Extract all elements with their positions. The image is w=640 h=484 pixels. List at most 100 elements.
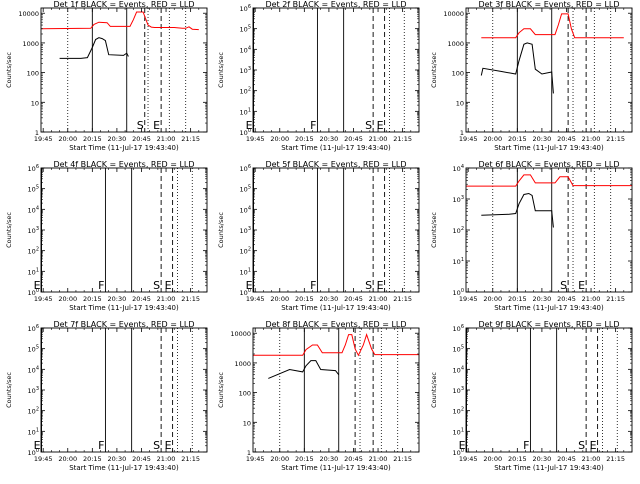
y-axis-label: Counts/sec xyxy=(5,372,13,408)
x-axis-label: Start Time (11-Jul-17 19:43:40) xyxy=(69,464,179,472)
x-tick-label: 21:00 xyxy=(582,135,601,143)
x-tick-label: 20:45 xyxy=(557,295,576,303)
x-axis-label: Start Time (11-Jul-17 19:43:40) xyxy=(494,144,604,152)
x-tick-label: 19:45 xyxy=(459,455,478,463)
x-tick-label: 20:00 xyxy=(483,455,502,463)
event-marker-label: S xyxy=(137,119,144,132)
series-line-events xyxy=(268,360,340,379)
x-tick-label: 20:00 xyxy=(58,455,77,463)
x-tick-label: 20:00 xyxy=(58,135,77,143)
event-marker-label: F xyxy=(98,279,104,292)
event-marker-label: E xyxy=(34,279,41,292)
y-tick-label: 100 xyxy=(240,128,251,137)
y-tick-label: 100 xyxy=(239,390,251,398)
x-tick-label: 21:00 xyxy=(157,135,176,143)
x-tick-label: 20:00 xyxy=(483,135,502,143)
y-tick-label: 1 xyxy=(247,449,251,457)
series-group xyxy=(480,13,624,94)
x-tick-label: 20:30 xyxy=(108,455,127,463)
event-marker-label: S xyxy=(365,119,372,132)
event-marker-label: S xyxy=(365,279,372,292)
y-tick-label: 100 xyxy=(453,448,464,457)
y-tick-label: 100 xyxy=(28,288,39,297)
y-tick-label: 105 xyxy=(240,185,251,194)
y-tick-label: 104 xyxy=(453,164,464,173)
y-tick-label: 102 xyxy=(28,247,39,256)
plot-frame xyxy=(252,167,420,293)
y-tick-label: 100 xyxy=(27,70,39,78)
y-tick-label: 100 xyxy=(28,448,39,457)
y-tick-label: 103 xyxy=(240,226,251,235)
chart-panel: Det 6f BLACK = Events, RED = LLD Counts/s… xyxy=(430,160,633,312)
x-tick-label: 20:15 xyxy=(295,295,314,303)
x-tick-label: 19:45 xyxy=(246,135,265,143)
event-marker-label: S xyxy=(153,279,160,292)
y-tick-label: 10000 xyxy=(18,10,39,18)
y-tick-label: 105 xyxy=(453,345,464,354)
x-tick-label: 20:30 xyxy=(108,135,127,143)
x-tick-label: 20:15 xyxy=(83,135,102,143)
series-line-lld xyxy=(41,11,199,31)
series-line-lld xyxy=(466,174,632,187)
y-tick-label: 1 xyxy=(460,129,464,137)
y-tick-label: 104 xyxy=(28,365,39,374)
event-marker-label: S xyxy=(153,439,160,452)
x-tick-label: 20:45 xyxy=(132,455,151,463)
event-marker-label: E xyxy=(459,439,466,452)
y-tick-label: 106 xyxy=(28,164,39,173)
x-tick-label: 20:45 xyxy=(132,135,151,143)
y-tick-label: 101 xyxy=(240,267,251,276)
series-line-events xyxy=(481,192,554,228)
y-tick-label: 101 xyxy=(240,107,251,116)
x-axis-label: Start Time (11-Jul-17 19:43:40) xyxy=(281,144,391,152)
series-line-lld xyxy=(253,333,419,357)
chart-title: Det 6f BLACK = Events, RED = LLD xyxy=(478,160,619,169)
x-tick-label: 20:00 xyxy=(270,135,289,143)
y-tick-label: 101 xyxy=(453,427,464,436)
event-marker-label: E xyxy=(590,439,597,452)
y-tick-label: 106 xyxy=(28,324,39,333)
y-tick-label: 105 xyxy=(28,345,39,354)
x-tick-label: 20:30 xyxy=(320,295,339,303)
x-axis-label: Start Time (11-Jul-17 19:43:40) xyxy=(281,464,391,472)
y-tick-label: 102 xyxy=(28,407,39,416)
x-tick-label: 20:15 xyxy=(295,135,314,143)
x-tick-label: 19:45 xyxy=(246,455,265,463)
x-tick-label: 21:15 xyxy=(393,455,412,463)
x-tick-label: 20:30 xyxy=(533,455,552,463)
series-group xyxy=(41,11,199,59)
x-tick-label: 21:00 xyxy=(369,295,388,303)
y-tick-label: 101 xyxy=(28,427,39,436)
y-tick-label: 102 xyxy=(453,407,464,416)
x-axis-label: Start Time (11-Jul-17 19:43:40) xyxy=(281,304,391,312)
x-tick-label: 20:00 xyxy=(58,295,77,303)
x-axis-label: Start Time (11-Jul-17 19:43:40) xyxy=(69,304,179,312)
event-marker-label: E xyxy=(377,119,384,132)
x-tick-label: 20:30 xyxy=(320,135,339,143)
x-tick-label: 21:15 xyxy=(181,135,200,143)
y-tick-label: 103 xyxy=(28,386,39,395)
y-tick-label: 105 xyxy=(28,185,39,194)
plot-frame xyxy=(252,7,420,133)
chart-panel: Det 1f BLACK = Events, RED = LLD Counts/s… xyxy=(5,0,208,152)
event-marker-label: F xyxy=(310,119,316,132)
plot-frame xyxy=(465,7,633,133)
series-group xyxy=(253,333,419,379)
x-tick-label: 20:45 xyxy=(557,135,576,143)
x-tick-label: 20:45 xyxy=(344,295,363,303)
y-tick-label: 10000 xyxy=(443,10,464,18)
y-tick-label: 100 xyxy=(453,288,464,297)
chart-panel: Det 3f BLACK = Events, RED = LLD Counts/s… xyxy=(430,0,633,152)
x-tick-label: 21:15 xyxy=(181,455,200,463)
chart-panel: Det 9f BLACK = Events, RED = LLD Counts/s… xyxy=(430,320,633,472)
plot-frame xyxy=(252,327,420,453)
x-tick-label: 19:45 xyxy=(34,135,53,143)
x-tick-label: 21:15 xyxy=(393,295,412,303)
x-axis-label: Start Time (11-Jul-17 19:43:40) xyxy=(494,464,604,472)
series-group xyxy=(466,174,632,228)
y-axis-label: Counts/sec xyxy=(430,52,438,88)
plot-frame xyxy=(40,7,208,133)
x-tick-label: 20:15 xyxy=(295,455,314,463)
y-axis-label: Counts/sec xyxy=(217,212,225,248)
